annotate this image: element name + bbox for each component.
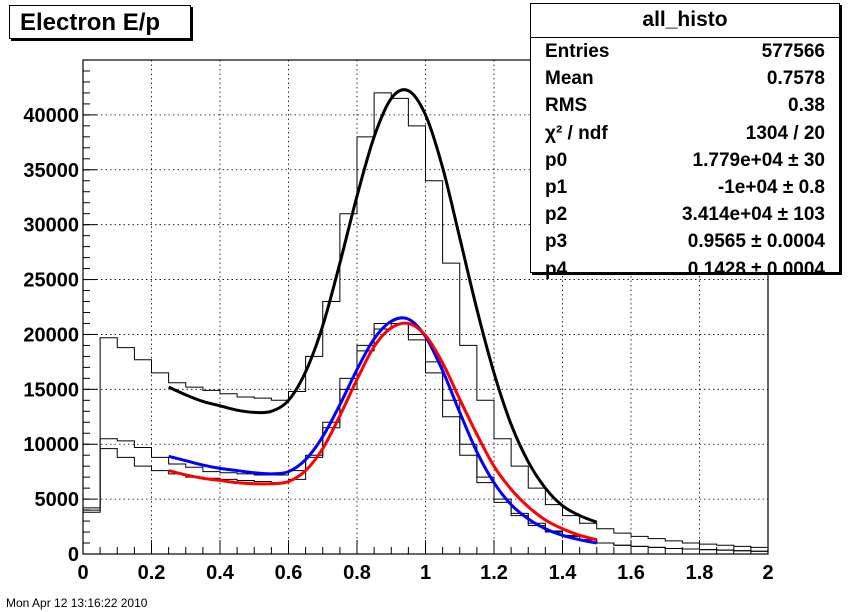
- y-tick-label: 0: [68, 544, 79, 566]
- y-tick-label: 35000: [23, 160, 79, 182]
- x-tick-label: 2: [762, 562, 773, 584]
- stats-rows: Entries 577566 Mean 0.7578 RMS 0.38 χ² / ndf 13…: [531, 38, 839, 283]
- stats-row: p3 0.9565 ± 0.0004: [531, 228, 839, 255]
- stats-row: p1 -1e+04 ± 0.8: [531, 174, 839, 201]
- fit-curves: [168, 88, 598, 545]
- stats-header: all_histo: [531, 4, 839, 38]
- x-tick-label: 0.8: [343, 562, 371, 584]
- stats-row: RMS 0.38: [531, 92, 839, 119]
- x-tick-label: 1.6: [617, 562, 645, 584]
- chart-title: Electron E/p: [9, 5, 191, 39]
- stats-row: p4 0.1428 ± 0.0004: [531, 256, 839, 283]
- stats-row: Entries 577566: [531, 38, 839, 65]
- stats-key: p1: [545, 176, 568, 198]
- y-tick-label: 25000: [23, 270, 79, 292]
- histogram-series: [82, 92, 769, 554]
- y-tick-label: 30000: [23, 215, 79, 237]
- y-axis-ticks: 0 5000 10000 15000 20000 25000 30000 35000 40000: [23, 70, 97, 566]
- stats-key: p4: [545, 258, 568, 280]
- y-tick-label: 10000: [23, 434, 79, 456]
- stats-value: 1304 / 20: [745, 122, 825, 144]
- stats-value: 0.1428 ± 0.0004: [687, 258, 825, 280]
- x-tick-label: 0.4: [206, 562, 235, 584]
- y-tick-label: 15000: [23, 379, 79, 401]
- stats-value: -1e+04 ± 0.8: [717, 176, 825, 198]
- timestamp: Mon Apr 12 13:16:22 2010: [6, 596, 148, 610]
- y-tick-label: 5000: [35, 489, 80, 511]
- x-tick-label: 0.6: [275, 562, 303, 584]
- stats-value: 577566: [761, 41, 825, 62]
- fit-curve: [168, 321, 598, 542]
- x-tick-label: 0: [77, 562, 88, 584]
- stats-value: 0.38: [788, 95, 825, 117]
- stats-row: χ² / ndf 1304 / 20: [531, 120, 839, 147]
- x-tick-label: 1: [420, 562, 431, 584]
- stats-row: Mean 0.7578: [531, 65, 839, 92]
- x-tick-label: 1.4: [549, 562, 578, 584]
- x-tick-label: 1.8: [686, 562, 714, 584]
- stats-row: p0 1.779e+04 ± 30: [531, 147, 839, 174]
- stats-value: 3.414e+04 ± 103: [681, 204, 825, 226]
- y-tick-label: 40000: [23, 105, 79, 127]
- stats-value: 1.779e+04 ± 30: [692, 149, 825, 171]
- stats-key: p3: [545, 231, 568, 253]
- stats-key: Entries: [545, 41, 610, 62]
- stats-key: Mean: [545, 68, 594, 90]
- stats-value: 0.9565 ± 0.0004: [687, 231, 825, 253]
- stats-value: 0.7578: [766, 68, 825, 90]
- stats-key: p2: [545, 204, 568, 226]
- fit-curve: [168, 88, 598, 524]
- stats-box: all_histo Entries 577566 Mean 0.7578 RMS 0.38…: [530, 3, 840, 280]
- stats-row: p2 3.414e+04 ± 103: [531, 201, 839, 228]
- y-tick-label: 20000: [23, 324, 79, 346]
- stats-key: RMS: [545, 95, 588, 117]
- stats-key: χ² / ndf: [545, 122, 608, 144]
- fit-curve: [168, 316, 598, 545]
- stats-key: p0: [545, 149, 568, 171]
- x-axis-ticks: 0 0.2 0.4 0.6 0.8 1 1.2 1.4 1.6 1.8 2: [77, 540, 774, 584]
- x-tick-label: 1.2: [480, 562, 508, 584]
- x-tick-label: 0.2: [138, 562, 166, 584]
